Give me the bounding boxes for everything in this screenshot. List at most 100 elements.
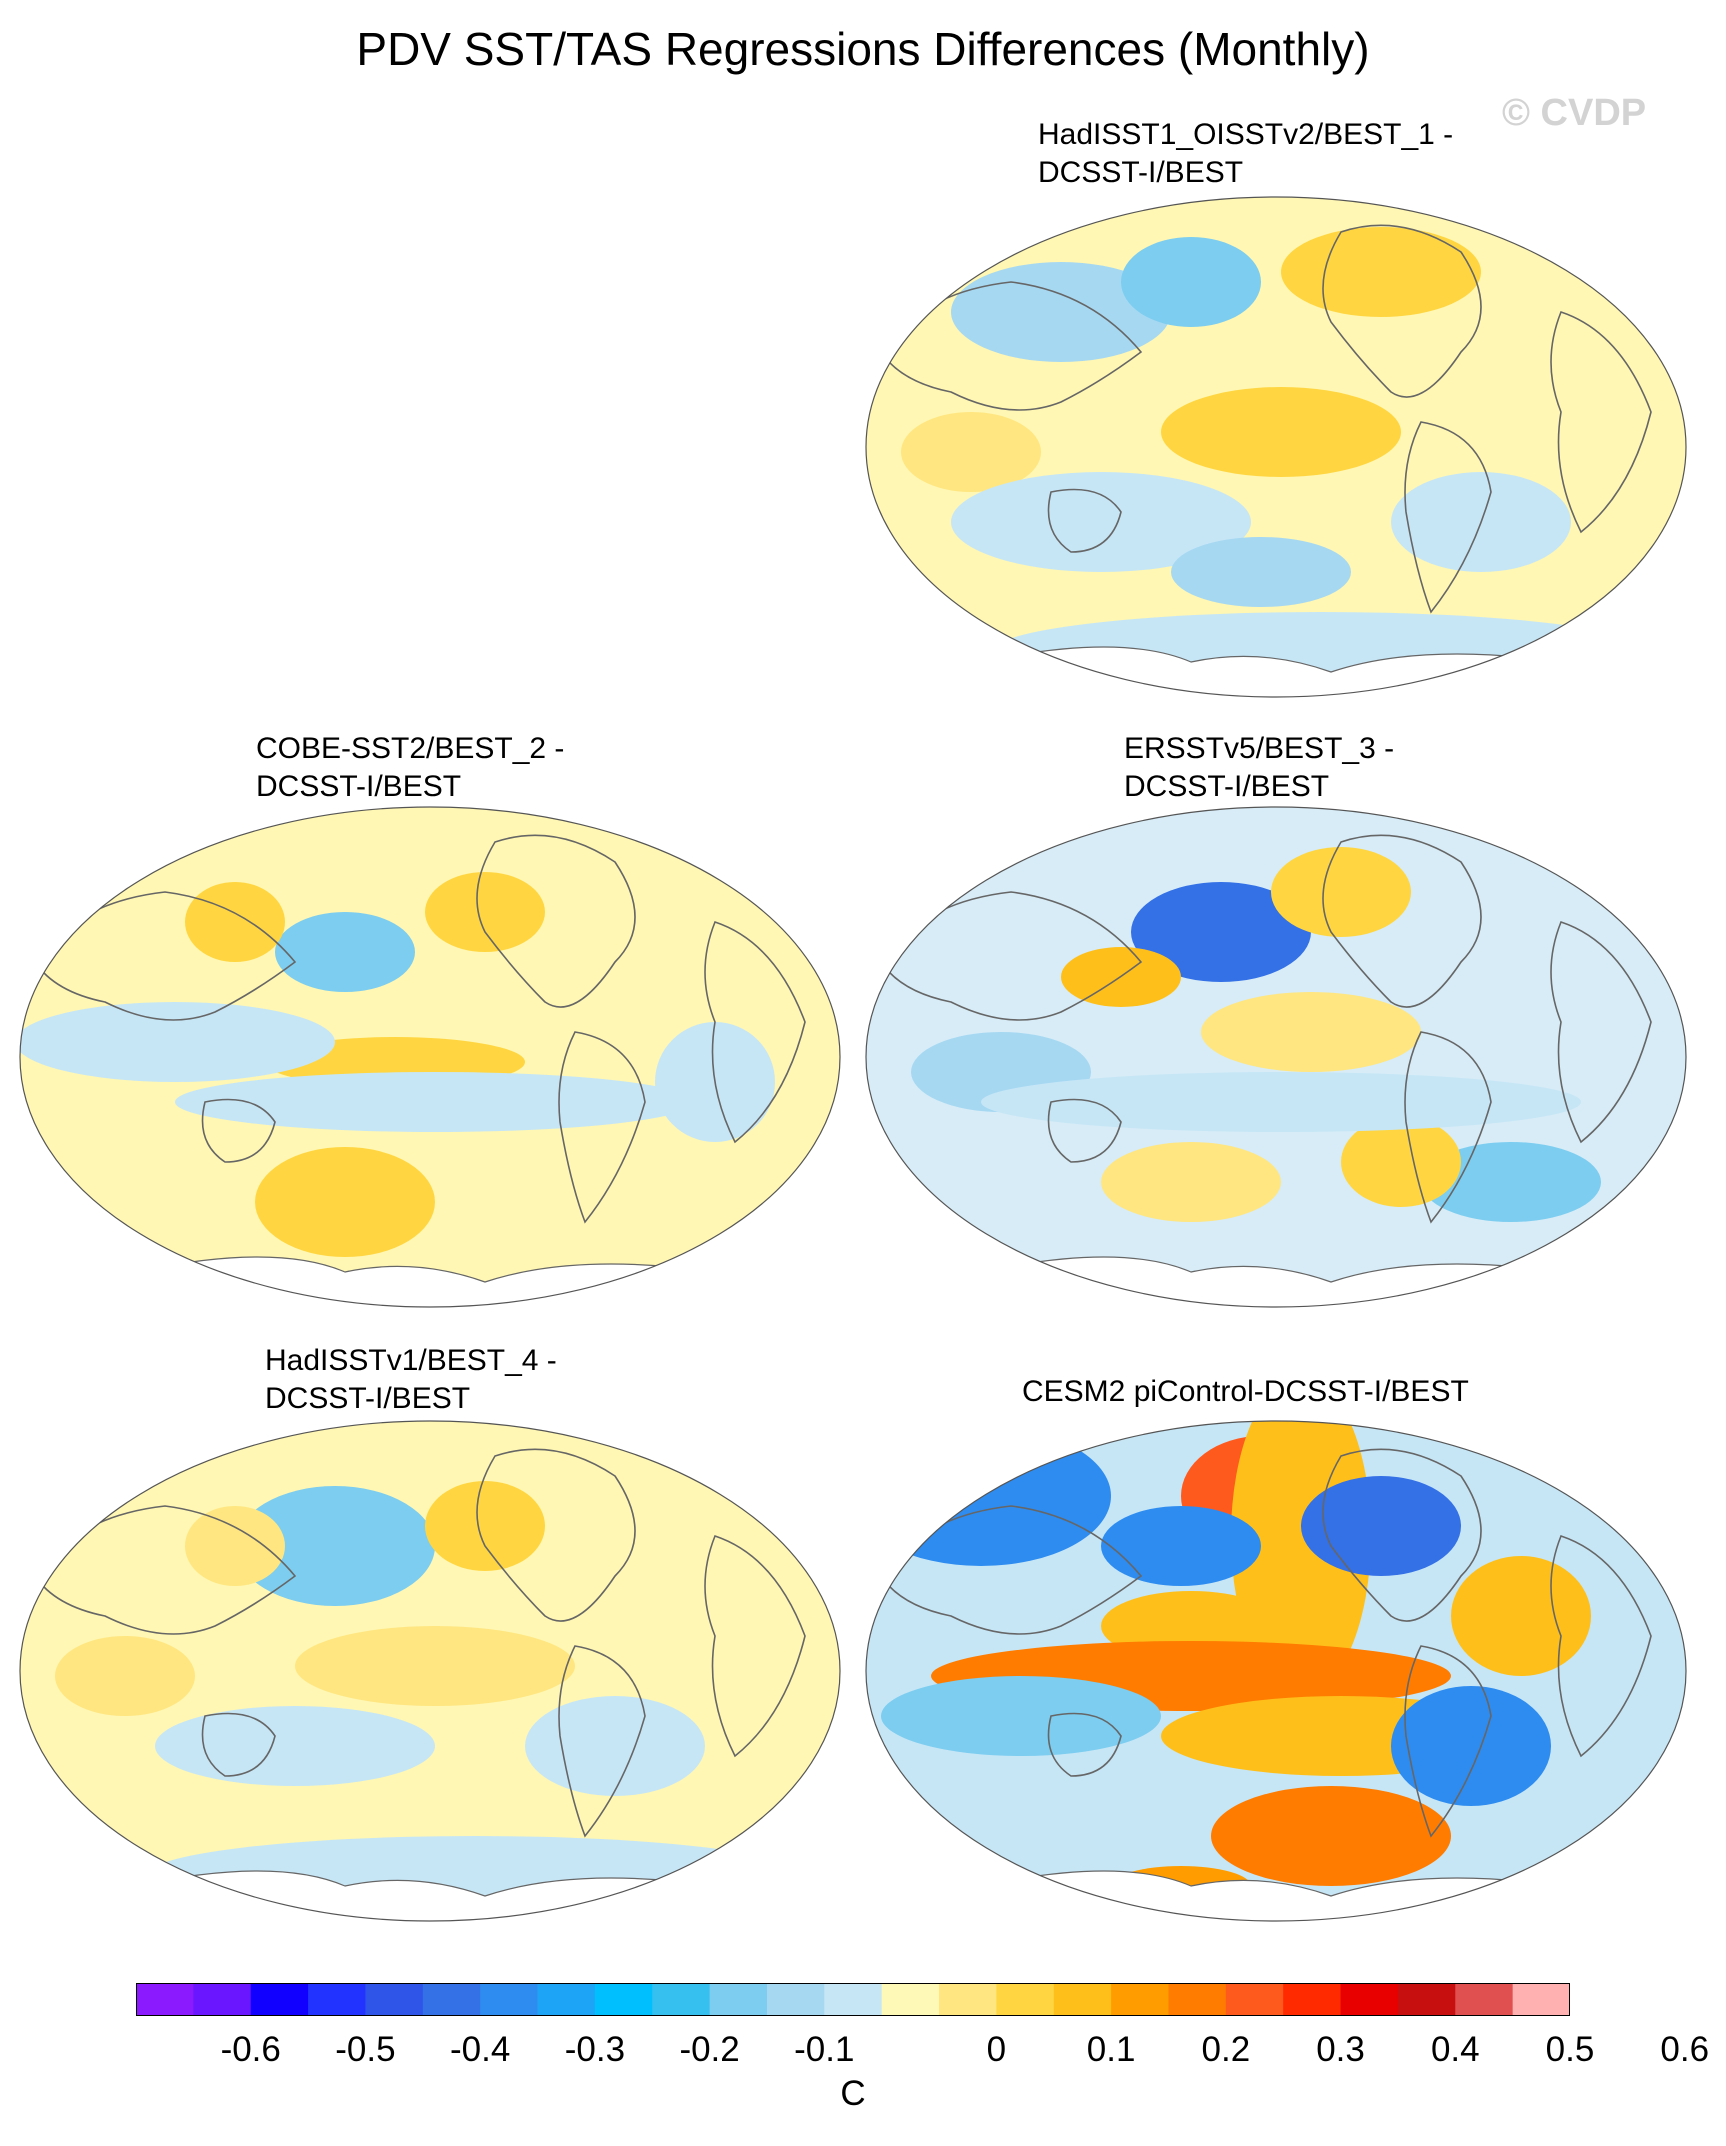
anomaly-region — [1171, 537, 1351, 607]
anomaly-region — [185, 1506, 285, 1586]
colorbar-box — [193, 1983, 252, 2016]
anomaly-region — [1391, 1686, 1551, 1806]
anomaly-region — [275, 912, 415, 992]
colorbar-box — [1168, 1983, 1227, 2016]
continent-outline — [704, 1535, 806, 1758]
map-field — [866, 807, 1686, 1307]
map-field — [20, 807, 840, 1307]
anomaly-region — [951, 472, 1251, 572]
anomaly-region — [425, 1481, 545, 1571]
anomaly-region — [175, 1072, 695, 1132]
colorbar-tick-label: -0.2 — [679, 2030, 740, 2069]
continent-outline — [880, 1505, 1143, 1635]
colorbar-tick-label: 0.5 — [1545, 2030, 1595, 2069]
colorbar-box — [709, 1983, 768, 2016]
anomaly-region — [1101, 1506, 1261, 1586]
continent-outline — [1550, 311, 1652, 534]
continent-outline — [1047, 488, 1122, 553]
continent-outline — [1550, 1535, 1652, 1758]
colorbar-box — [1340, 1983, 1399, 2016]
panel-title-cobe-sst2: COBE-SST2/BEST_2 - DCSST-I/BEST — [256, 732, 565, 803]
map-field — [866, 1421, 1686, 1921]
map-panel-cobe-sst2 — [15, 802, 845, 1312]
anomaly-region — [425, 872, 545, 952]
anomaly-region — [525, 1696, 705, 1796]
colorbar-box — [652, 1983, 711, 2016]
continent-outline — [1047, 1712, 1122, 1777]
map-panel-ersstv5 — [861, 802, 1691, 1312]
colorbar-box — [824, 1983, 883, 2016]
anomaly-region — [1341, 1117, 1461, 1207]
continent-outline — [201, 1712, 276, 1777]
colorbar-tick-label: 0.2 — [1201, 2030, 1251, 2069]
colorbar — [136, 1983, 1570, 2016]
continent-outline — [1047, 1098, 1122, 1163]
colorbar-box — [422, 1983, 481, 2016]
colorbar-box — [1512, 1983, 1570, 2016]
anomaly-region — [1271, 847, 1411, 937]
colorbar-box — [1397, 1983, 1456, 2016]
colorbar-box — [136, 1983, 194, 2016]
continent-outline — [1550, 921, 1652, 1144]
anomaly-region — [1281, 227, 1481, 317]
map-border — [19, 806, 841, 1308]
colorbar-box — [480, 1983, 539, 2016]
anomaly-region — [1421, 1142, 1601, 1222]
map-panel-hadisstv1 — [15, 1416, 845, 1926]
continent-outline — [558, 1031, 646, 1224]
anomaly-region — [1211, 1786, 1451, 1886]
continent-outline — [1322, 224, 1482, 398]
anomaly-region — [1301, 1476, 1461, 1576]
colorbar-box — [594, 1983, 653, 2016]
colorbar-tick-label: 0.6 — [1660, 2030, 1710, 2069]
panel-title-hadisst1-oisstv2: HadISST1_OISSTv2/BEST_1 - DCSST-I/BEST — [1038, 118, 1454, 189]
colorbar-box — [766, 1983, 825, 2016]
anomaly-region — [1131, 882, 1311, 982]
continent-outline — [1404, 1031, 1492, 1224]
map-border — [865, 806, 1687, 1308]
panel-title-cesm2-picontrol: CESM2 piControl-DCSST-I/BEST — [1022, 1375, 1469, 1408]
anomaly-region — [1451, 1556, 1591, 1676]
continent-outline — [1404, 1645, 1492, 1838]
anomaly-region — [981, 1072, 1581, 1132]
colorbar-tick-label: -0.4 — [450, 2030, 511, 2069]
continent-outline — [476, 834, 636, 1008]
colorbar-box — [365, 1983, 424, 2016]
anomaly-region — [155, 1706, 435, 1786]
colorbar-tick-label: -0.3 — [564, 2030, 626, 2069]
continent-outline — [558, 1645, 646, 1838]
colorbar-frame — [136, 1983, 1570, 2016]
colorbar-box — [1283, 1983, 1342, 2016]
colorbar-tick-label: 0.4 — [1430, 2030, 1480, 2069]
panel-title-hadisstv1: HadISSTv1/BEST_4 - DCSST-I/BEST — [265, 1344, 557, 1415]
watermark: © CVDP — [1502, 92, 1647, 134]
anomaly-region — [1201, 992, 1421, 1072]
colorbar-box — [308, 1983, 366, 2016]
anomaly-region — [255, 1147, 435, 1257]
continent-outline — [704, 921, 806, 1144]
colorbar-box — [939, 1983, 997, 2016]
colorbar-box — [996, 1983, 1055, 2016]
anomaly-region — [1101, 1142, 1281, 1222]
colorbar-unit-label: C — [840, 2074, 866, 2113]
figure-title: PDV SST/TAS Regressions Differences (Mon… — [356, 23, 1370, 75]
colorbar-tick-label: 0.3 — [1316, 2030, 1365, 2069]
anomaly-region — [20, 1002, 335, 1082]
anomaly-region — [1121, 237, 1261, 327]
colorbar-box — [881, 1983, 940, 2016]
continent-outline — [201, 1098, 276, 1163]
continent-outline — [1322, 834, 1482, 1008]
continent-outline — [880, 891, 1143, 1021]
anomaly-region — [295, 1626, 575, 1706]
panel-title-ersstv5: ERSSTv5/BEST_3 - DCSST-I/BEST — [1124, 732, 1395, 803]
anomaly-region — [1161, 387, 1401, 477]
colorbar-tick-label: -0.6 — [220, 2030, 281, 2069]
map-panel-hadisst1-oisstv2 — [861, 192, 1691, 702]
colorbar-box — [537, 1983, 596, 2016]
colorbar-box — [1455, 1983, 1514, 2016]
anomaly-region — [866, 1426, 1111, 1566]
anomaly-region — [185, 882, 285, 962]
continent-outline — [1404, 421, 1492, 614]
anomaly-region — [235, 1486, 435, 1606]
anomaly-region — [901, 412, 1041, 492]
